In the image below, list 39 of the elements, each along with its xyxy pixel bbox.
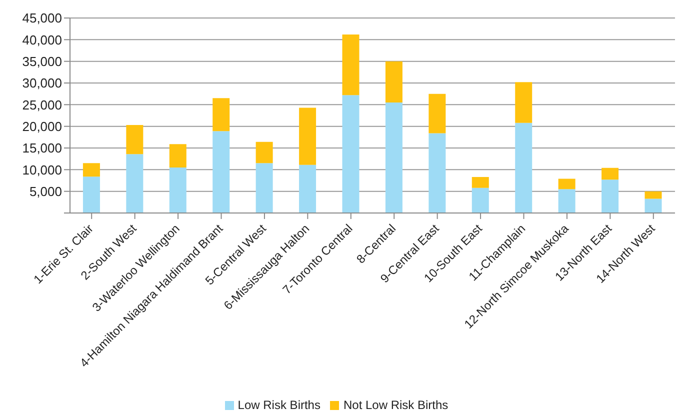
y-tick-label: 45,000	[22, 10, 62, 26]
bar	[169, 144, 186, 168]
bar	[169, 168, 186, 213]
bar	[515, 82, 532, 123]
legend-label: Low Risk Births	[238, 398, 320, 412]
bar	[428, 133, 446, 213]
y-tick-label: 30,000	[22, 76, 62, 91]
bar	[472, 188, 489, 213]
bar	[256, 163, 273, 213]
bar	[385, 102, 402, 213]
bar	[126, 125, 144, 154]
bar	[342, 95, 360, 213]
bar	[126, 154, 144, 213]
bar	[82, 176, 100, 213]
bar	[472, 177, 489, 188]
bar	[602, 168, 619, 180]
y-tick-label: 40,000	[22, 32, 62, 48]
y-tick-label: 10,000	[22, 162, 62, 178]
bar	[385, 61, 402, 102]
bar	[644, 191, 662, 199]
y-tick-label: 5,000	[29, 184, 62, 199]
y-tick-label: 20,000	[22, 118, 62, 134]
bar	[644, 198, 662, 213]
bar	[212, 98, 230, 132]
y-tick-label: 35,000	[22, 54, 62, 69]
bar	[515, 122, 532, 213]
bar	[256, 142, 273, 164]
bar	[299, 108, 316, 165]
y-tick-label: 25,000	[22, 97, 62, 112]
bar	[602, 180, 619, 213]
legend-label: Not Low Risk Births	[343, 398, 448, 412]
bar	[428, 94, 446, 134]
bar	[342, 34, 360, 96]
y-tick-label: 15,000	[22, 140, 62, 156]
bar	[212, 131, 230, 213]
bar	[558, 189, 576, 213]
bar	[299, 164, 316, 213]
bar	[82, 163, 100, 177]
bar	[558, 178, 576, 190]
